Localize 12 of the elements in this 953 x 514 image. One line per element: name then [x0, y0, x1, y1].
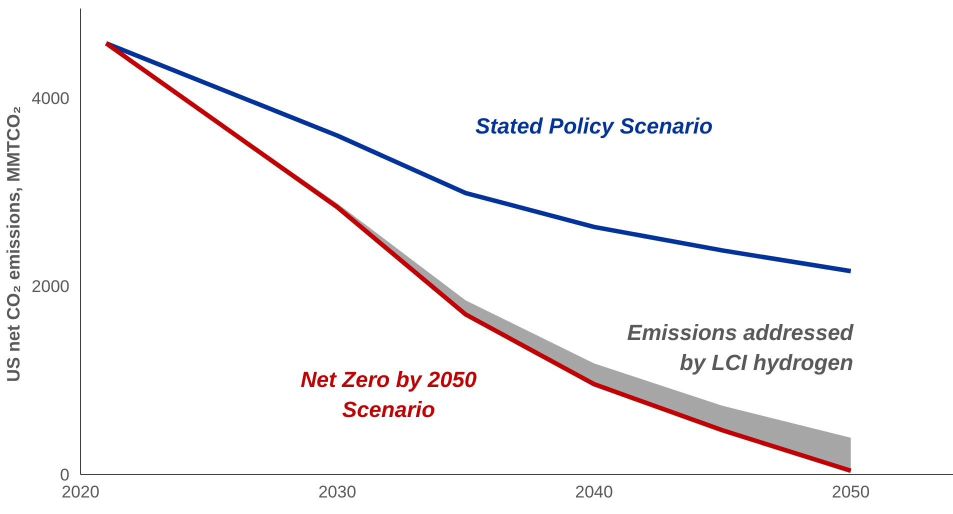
line-series: [104, 41, 854, 274]
text: Stated Policy Scenario: [475, 114, 713, 139]
y-tick-label: 0: [60, 466, 70, 484]
y-axis-title: US net CO₂ emissions, MMTCO₂: [4, 106, 24, 382]
x-tick-label: 2030: [318, 482, 356, 502]
x-tick-label: 2020: [62, 482, 100, 502]
x-tick-label: 2040: [575, 482, 613, 502]
y-tick-label: 2000: [32, 277, 70, 296]
y-tick-label: 4000: [32, 88, 70, 108]
annotation: Emissions addressed by LCI hydrogen: [627, 320, 854, 375]
series-label: Net Zero by 2050 Scenario: [300, 366, 478, 422]
x-tick-label: 2050: [832, 482, 870, 502]
